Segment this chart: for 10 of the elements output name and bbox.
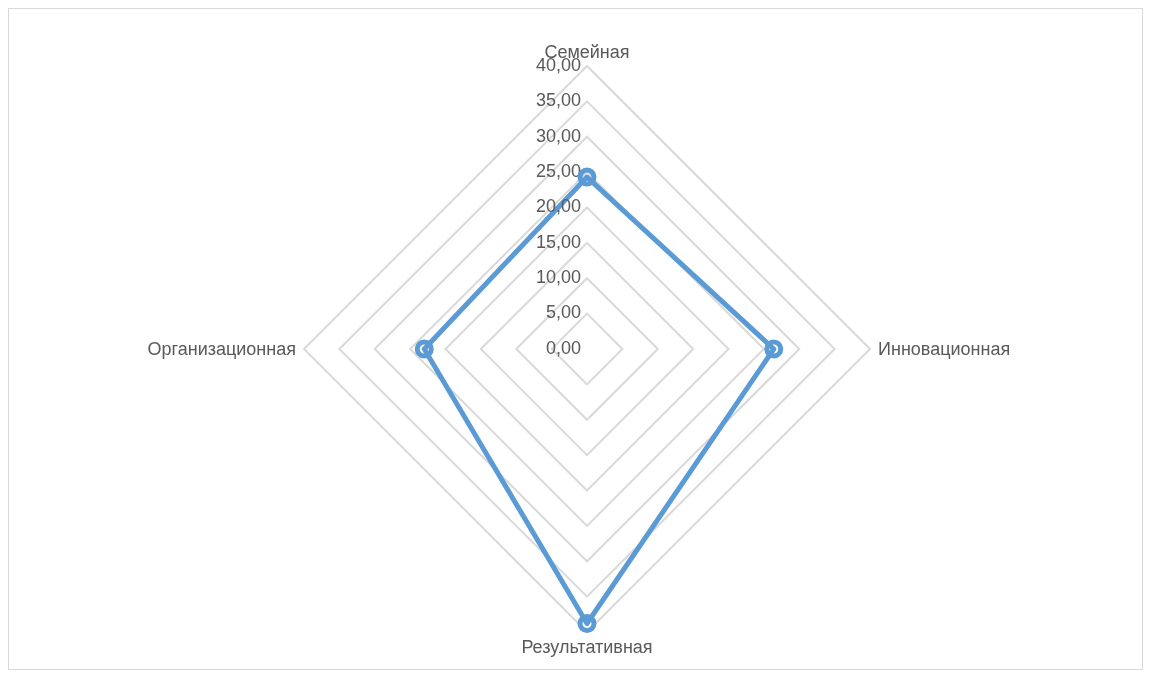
y-tick-label: 25,00 [535, 160, 581, 181]
y-tick-label: 35,00 [535, 90, 581, 111]
y-tick-label: 15,00 [535, 231, 581, 252]
spoke-label: Инновационная [878, 339, 1011, 360]
y-tick-label: 30,00 [535, 125, 581, 146]
y-tick-label: 0,00 [545, 337, 581, 358]
spoke-label: Результативная [521, 636, 653, 657]
y-tick-label: 10,00 [535, 267, 581, 287]
y-tick-label: 5,00 [545, 302, 581, 323]
spoke-label: Организационная [147, 339, 296, 360]
